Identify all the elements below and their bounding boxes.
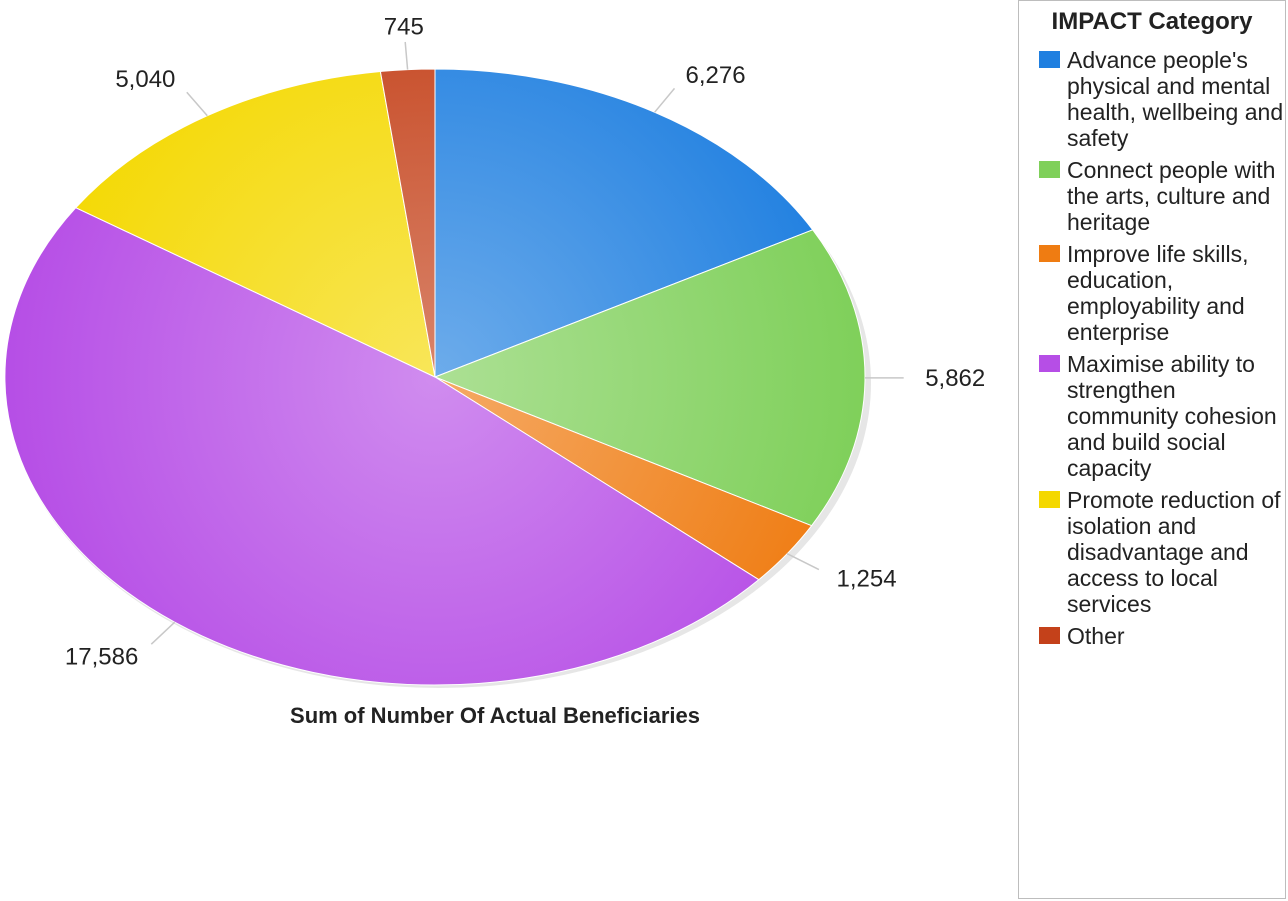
leader-line-5 xyxy=(404,41,409,70)
legend-swatch xyxy=(1039,51,1060,68)
legend-swatch xyxy=(1039,627,1060,644)
slice-label-3: 17,586 xyxy=(65,644,138,671)
leader-line-4 xyxy=(186,91,208,117)
slice-label-2: 1,254 xyxy=(837,565,897,592)
legend: IMPACT Category Advance people's physica… xyxy=(1018,0,1286,899)
legend-swatch xyxy=(1039,161,1060,178)
chart-title: Sum of Number Of Actual Beneficiaries xyxy=(290,703,700,728)
pie-slice-1 xyxy=(433,229,866,527)
leader-line-0 xyxy=(654,87,676,113)
legend-label: Improve life skills, education, employab… xyxy=(1067,241,1249,345)
legend-title: IMPACT Category xyxy=(1051,8,1253,35)
pie-slice-0 xyxy=(434,68,814,378)
pie-slices xyxy=(4,68,866,686)
legend-swatch xyxy=(1039,491,1060,508)
legend-item-4: Promote reduction of isolation and disad… xyxy=(1019,487,1285,617)
legend-label: Connect people with the arts, culture an… xyxy=(1067,157,1276,235)
slice-label-0: 6,276 xyxy=(686,62,746,89)
slice-labels: 6,276 5,862 1,254 17,586 5,040 745 xyxy=(65,14,985,671)
legend-items: Advance people's physical and mental hea… xyxy=(1019,47,1285,649)
leader-line-2 xyxy=(786,553,820,571)
legend-swatch xyxy=(1039,245,1060,262)
legend-label: Maximise ability to strengthen community… xyxy=(1067,351,1277,481)
leader-line-3 xyxy=(150,621,176,645)
legend-label: Promote reduction of isolation and disad… xyxy=(1067,487,1281,617)
pie-chart: 6,276 5,862 1,254 17,586 5,040 745 Sum of Num… xyxy=(4,14,985,728)
slice-label-1: 5,862 xyxy=(925,365,985,392)
legend-item-2: Improve life skills, education, employab… xyxy=(1019,241,1285,345)
legend-item-0: Advance people's physical and mental hea… xyxy=(1019,47,1285,151)
pie-slice-4 xyxy=(74,70,436,378)
slice-label-4: 5,040 xyxy=(115,66,175,93)
pie-slice-3 xyxy=(4,207,760,686)
legend-item-5: Other xyxy=(1019,623,1285,649)
legend-item-1: Connect people with the arts, culture an… xyxy=(1019,157,1285,235)
legend-swatch xyxy=(1039,355,1060,372)
legend-item-3: Maximise ability to strengthen community… xyxy=(1019,351,1285,481)
legend-label: Other xyxy=(1067,623,1125,649)
legend-label: Advance people's physical and mental hea… xyxy=(1067,47,1284,151)
pie-slice-5 xyxy=(379,68,436,378)
slice-label-5: 745 xyxy=(384,14,424,41)
